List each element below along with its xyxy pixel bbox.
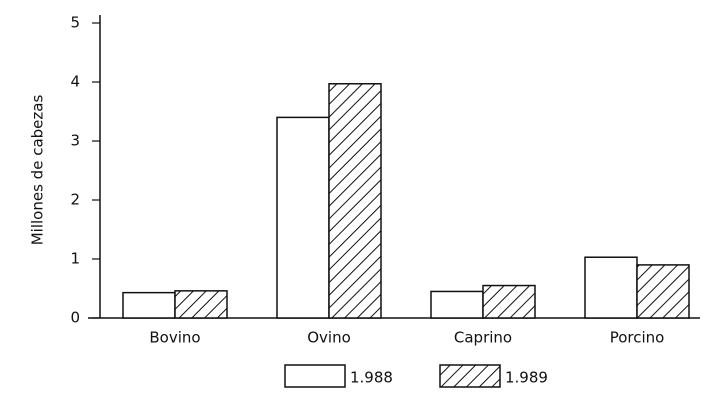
y-tick-label: 4 [70,73,80,91]
bar [174,290,228,319]
y-tick-label: 5 [70,14,80,32]
bar [328,83,382,319]
y-tick-label: 3 [70,132,80,150]
y-tick-label: 1 [70,250,80,268]
y-tick-label: 0 [70,309,80,327]
legend-swatch [284,364,346,388]
bar [482,284,536,319]
legend-swatch [439,364,501,388]
x-tick-label: Porcino [610,329,665,347]
y-tick-label: 2 [70,191,80,209]
bar [122,291,176,319]
x-tick-label: Ovino [307,329,351,347]
bar [636,264,690,319]
x-tick-label: Caprino [454,329,512,347]
legend-label: 1.988 [350,369,393,387]
bar [430,290,484,319]
x-tick-label: Bovino [149,329,200,347]
bar [276,116,330,319]
y-axis-label: Millones de cabezas [29,95,47,246]
bar [584,256,638,319]
legend-label: 1.989 [505,369,548,387]
